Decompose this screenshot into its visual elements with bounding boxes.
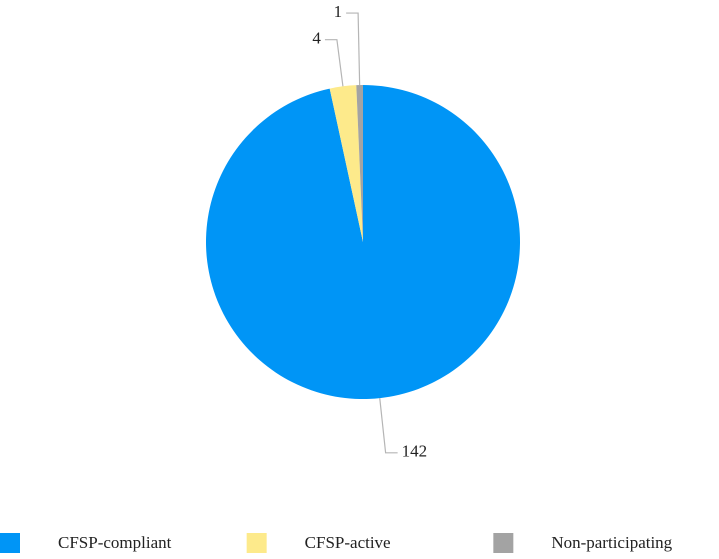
pie-slice <box>205 85 520 400</box>
legend-swatch <box>246 533 267 553</box>
legend-label: CFSP-active <box>305 533 391 552</box>
legend-swatch <box>493 533 514 553</box>
legend-label: Non-participating <box>551 533 672 552</box>
data-label: 1 <box>334 2 343 21</box>
pie-slice <box>329 85 363 242</box>
legend-label: CFSP-compliant <box>58 533 172 552</box>
data-label: 4 <box>312 29 321 48</box>
leader-line <box>379 398 398 454</box>
pie-slice <box>356 85 363 242</box>
legend-swatch <box>0 533 20 553</box>
leader-line <box>346 12 361 86</box>
leader-line <box>324 39 344 87</box>
data-label: 142 <box>402 442 428 461</box>
